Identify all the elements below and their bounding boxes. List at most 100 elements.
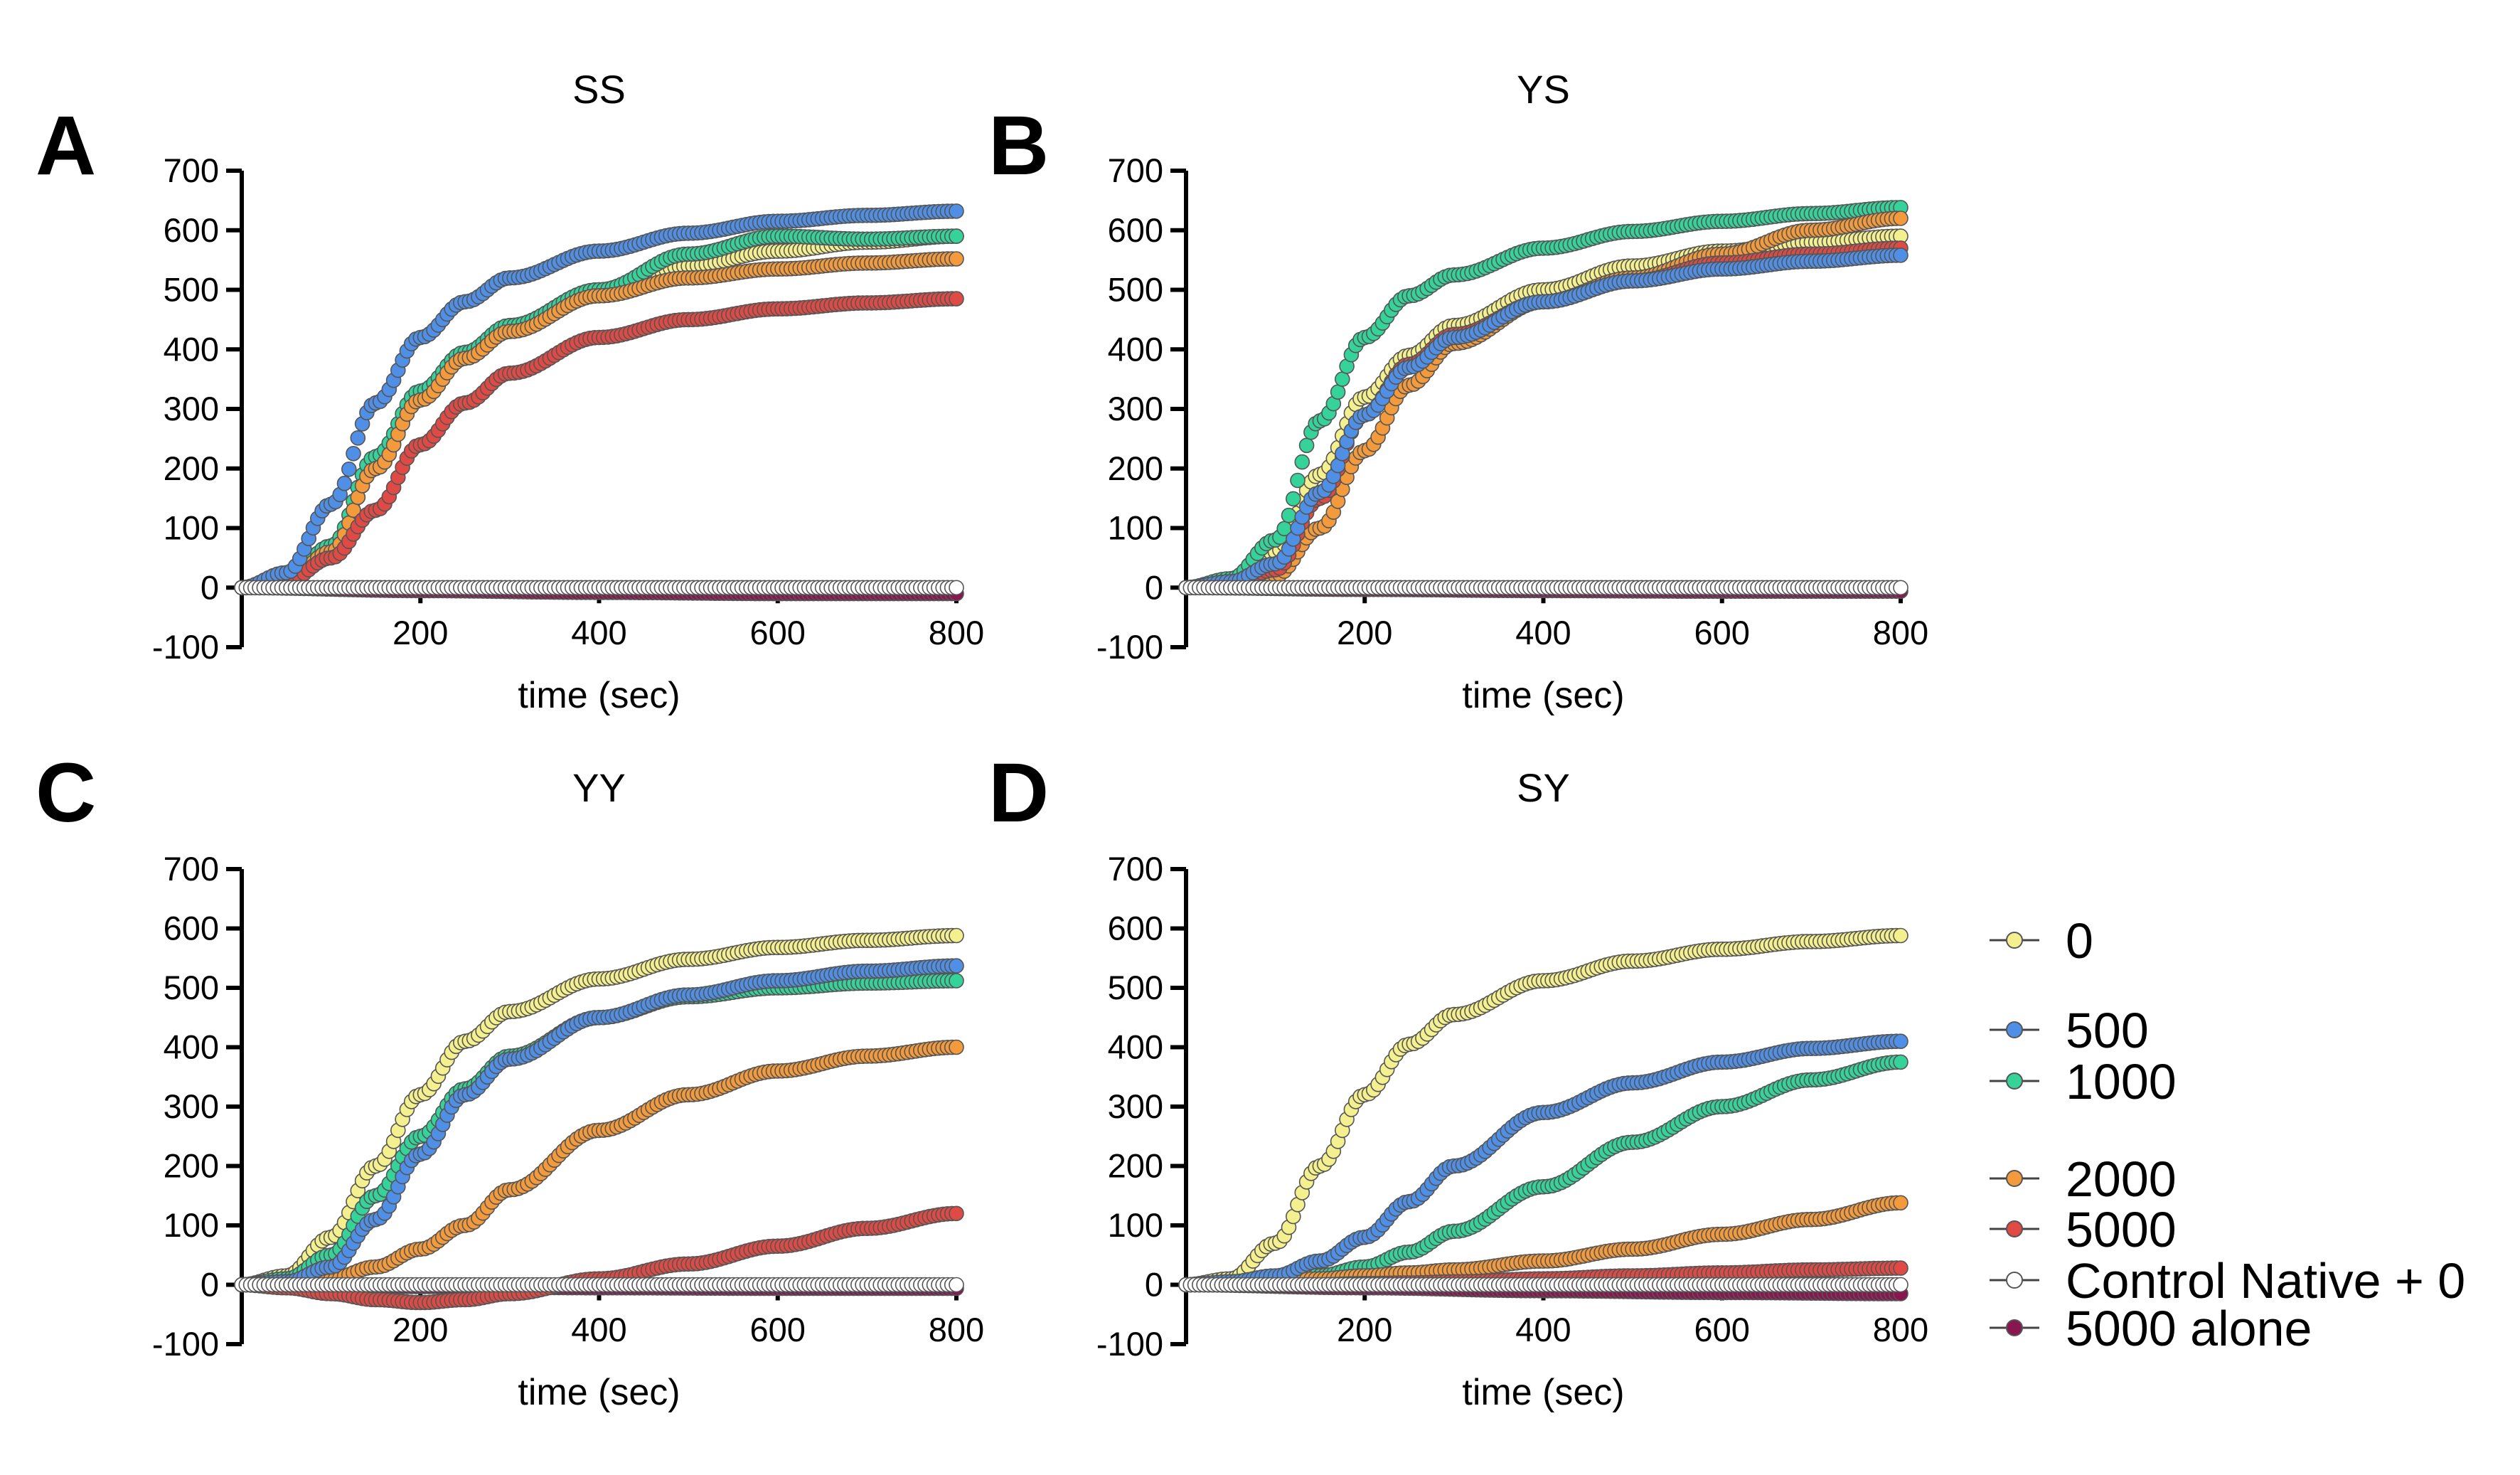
y-tick-label: 700 — [1108, 151, 1163, 189]
panel-title: YS — [1517, 67, 1570, 112]
x-tick-label: 400 — [1515, 614, 1571, 651]
series-1000 — [1178, 200, 1908, 596]
data-point — [949, 203, 964, 219]
x-tick-label: 800 — [1873, 1311, 1928, 1348]
legend-marker — [2006, 932, 2023, 949]
y-tick-label: 100 — [164, 509, 219, 547]
data-point — [346, 445, 361, 462]
legend-entry: 0 — [1990, 913, 2093, 969]
legend-marker — [2006, 1319, 2023, 1336]
data-point — [1893, 580, 1908, 596]
data-point — [1330, 384, 1346, 400]
legend-entry: 500 — [1990, 1003, 2149, 1058]
x-tick-label: 200 — [1337, 614, 1392, 651]
data-point — [1893, 211, 1908, 226]
data-point — [1893, 247, 1908, 263]
y-tick-label: 300 — [164, 390, 219, 427]
data-point — [949, 973, 964, 989]
legend-marker — [2006, 1220, 2023, 1237]
data-point — [350, 430, 366, 446]
y-tick-label: 400 — [164, 1028, 219, 1066]
legend-marker — [2006, 1021, 2023, 1038]
legend-label: 1000 — [2066, 1054, 2177, 1109]
data-point — [341, 461, 357, 477]
y-tick-label: 100 — [1108, 509, 1163, 547]
panel-letter: D — [988, 746, 1049, 840]
legend-label: 500 — [2066, 1003, 2149, 1058]
data-point — [949, 958, 964, 974]
y-tick-label: 600 — [164, 211, 219, 249]
y-tick-label: 500 — [1108, 271, 1163, 309]
series-500 — [1178, 247, 1908, 596]
data-point — [1290, 472, 1306, 489]
y-tick-label: 700 — [164, 151, 219, 189]
legend-label: 5000 alone — [2066, 1301, 2312, 1356]
legend-marker — [2006, 1072, 2023, 1090]
data-point — [1893, 1260, 1908, 1276]
legend-entry: 2000 — [1990, 1151, 2177, 1207]
y-tick-label: 200 — [1108, 449, 1163, 487]
series-5000 — [234, 291, 964, 596]
panel-title: SY — [1517, 765, 1570, 810]
series-2000 — [234, 1039, 964, 1293]
data-point — [1298, 437, 1315, 454]
data-point — [1335, 371, 1350, 387]
panel-letter: B — [988, 99, 1049, 193]
legend-entry: 5000 — [1990, 1202, 2177, 1257]
data-point — [949, 1277, 964, 1293]
y-tick-label: 0 — [201, 1266, 219, 1304]
data-point — [949, 927, 964, 944]
series-control-native-0 — [234, 1277, 964, 1293]
y-tick-label: 500 — [164, 271, 219, 309]
data-point — [949, 291, 964, 307]
y-tick-label: -100 — [152, 1325, 219, 1363]
y-tick-label: -100 — [1096, 1325, 1163, 1363]
y-tick-label: 700 — [164, 850, 219, 888]
y-tick-label: 600 — [1108, 211, 1163, 249]
y-tick-label: 200 — [1108, 1147, 1163, 1185]
data-point — [949, 1205, 964, 1222]
y-tick-label: 400 — [1108, 1028, 1163, 1066]
y-tick-label: 0 — [201, 568, 219, 606]
series-500 — [234, 203, 964, 596]
y-tick-label: 500 — [1108, 969, 1163, 1006]
series-500 — [234, 958, 964, 1293]
data-point — [1281, 507, 1297, 523]
legend-label: 0 — [2066, 913, 2093, 969]
legend-marker — [2006, 1170, 2023, 1187]
data-point — [1286, 491, 1301, 507]
x-tick-label: 400 — [571, 1311, 626, 1348]
legend-marker — [2006, 1272, 2023, 1289]
x-tick-label: 600 — [1694, 1311, 1750, 1348]
x-tick-label: 400 — [571, 614, 626, 651]
x-tick-label: 800 — [929, 614, 984, 651]
legend-entry: 5000 alone — [1990, 1301, 2312, 1356]
series-control-native-0 — [234, 580, 964, 596]
panel-letter: A — [36, 99, 96, 193]
y-tick-label: -100 — [1096, 628, 1163, 666]
x-tick-label: 400 — [1515, 1311, 1571, 1348]
y-tick-label: 0 — [1145, 568, 1163, 606]
y-tick-label: 300 — [164, 1087, 219, 1125]
legend-entry: 1000 — [1990, 1054, 2177, 1109]
y-tick-label: 600 — [164, 910, 219, 947]
x-axis-label: time (sec) — [1462, 675, 1624, 716]
legend-label: 2000 — [2066, 1151, 2177, 1207]
x-tick-label: 600 — [750, 614, 806, 651]
y-tick-label: 500 — [164, 969, 219, 1006]
x-axis-label: time (sec) — [518, 1372, 680, 1413]
y-tick-label: 400 — [1108, 330, 1163, 368]
data-point — [1893, 1277, 1908, 1293]
y-tick-label: 600 — [1108, 910, 1163, 947]
y-tick-label: 300 — [1108, 390, 1163, 427]
data-point — [1893, 927, 1908, 944]
x-axis-label: time (sec) — [1462, 1372, 1624, 1413]
x-axis-label: time (sec) — [518, 675, 680, 716]
data-point — [1294, 454, 1310, 470]
x-tick-label: 200 — [393, 1311, 448, 1348]
